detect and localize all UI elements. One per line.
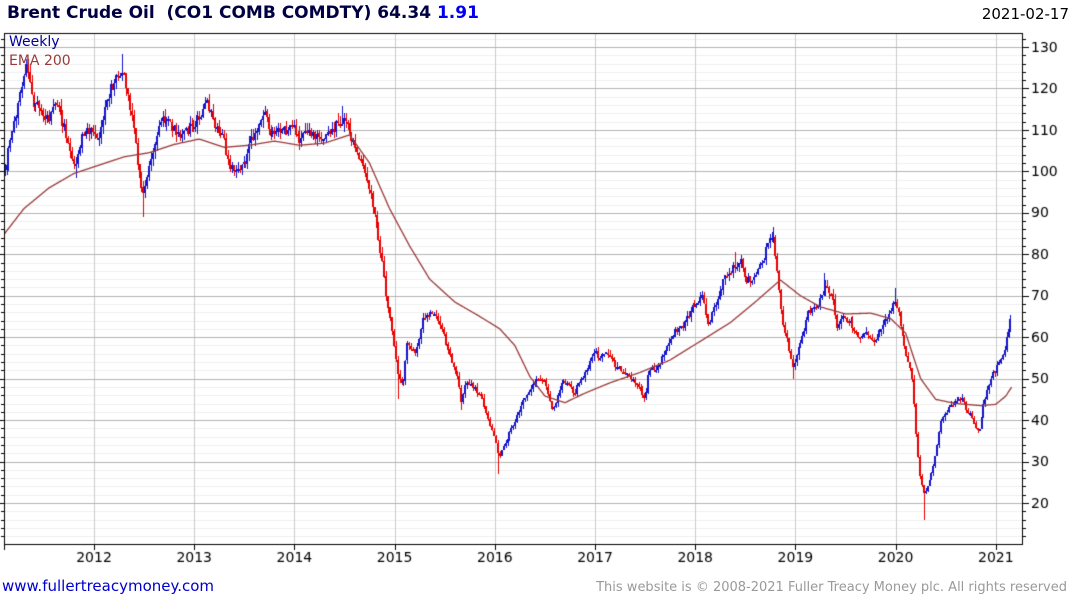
last-price: 64.34 — [377, 3, 432, 23]
timeframe-label: Weekly — [9, 34, 60, 50]
chart-date: 2021-02-17 — [981, 5, 1069, 23]
copyright-text: This website is © 2008-2021 Fuller Treac… — [596, 580, 1067, 595]
website-link[interactable]: www.fullertreacymoney.com — [2, 577, 215, 595]
price-change: 1.91 — [436, 3, 479, 23]
instrument-name: Brent Crude Oil (CO1 COMB COMDTY) — [7, 3, 372, 23]
ema-legend-label: EMA 200 — [9, 53, 71, 69]
chart-title: Brent Crude Oil (CO1 COMB COMDTY) 64.34 … — [7, 3, 479, 23]
